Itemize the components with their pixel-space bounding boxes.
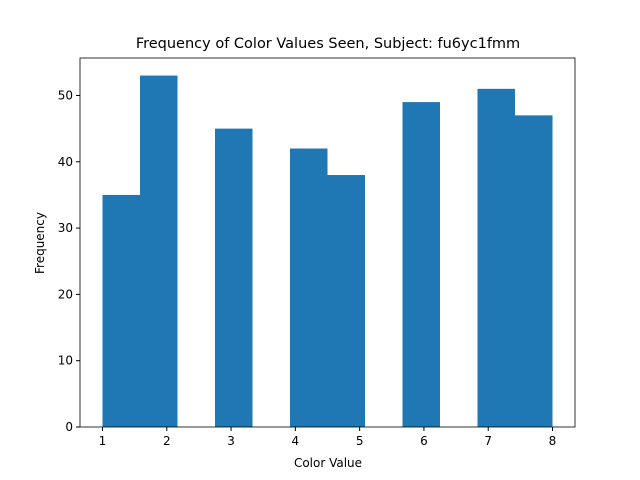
plot-frame (79, 57, 576, 428)
x-tick-label: 3 (227, 434, 235, 448)
bar (327, 175, 365, 427)
x-tick-label: 5 (356, 434, 364, 448)
bar (477, 88, 516, 427)
bar (290, 148, 328, 427)
x-axis-label: Color Value (294, 456, 362, 470)
chart-title: Frequency of Color Values Seen, Subject:… (136, 36, 520, 52)
x-tick-label: 8 (549, 434, 557, 448)
x-tick-label: 1 (99, 434, 107, 448)
y-tick-label: 30 (58, 221, 73, 235)
bar (102, 194, 140, 427)
x-tick-label: 7 (484, 434, 492, 448)
bar (515, 115, 553, 427)
y-axis-label: Frequency (33, 212, 47, 274)
bar (139, 75, 178, 428)
x-tick-label: 2 (163, 434, 171, 448)
bar (215, 128, 253, 427)
bar (402, 102, 440, 428)
x-tick-label: 6 (420, 434, 428, 448)
y-tick-label: 50 (58, 88, 73, 102)
y-tick-label: 20 (58, 287, 73, 301)
y-tick-label: 40 (58, 155, 73, 169)
y-tick-label: 10 (58, 354, 73, 368)
y-tick-label: 0 (65, 420, 73, 434)
x-tick-label: 4 (292, 434, 300, 448)
